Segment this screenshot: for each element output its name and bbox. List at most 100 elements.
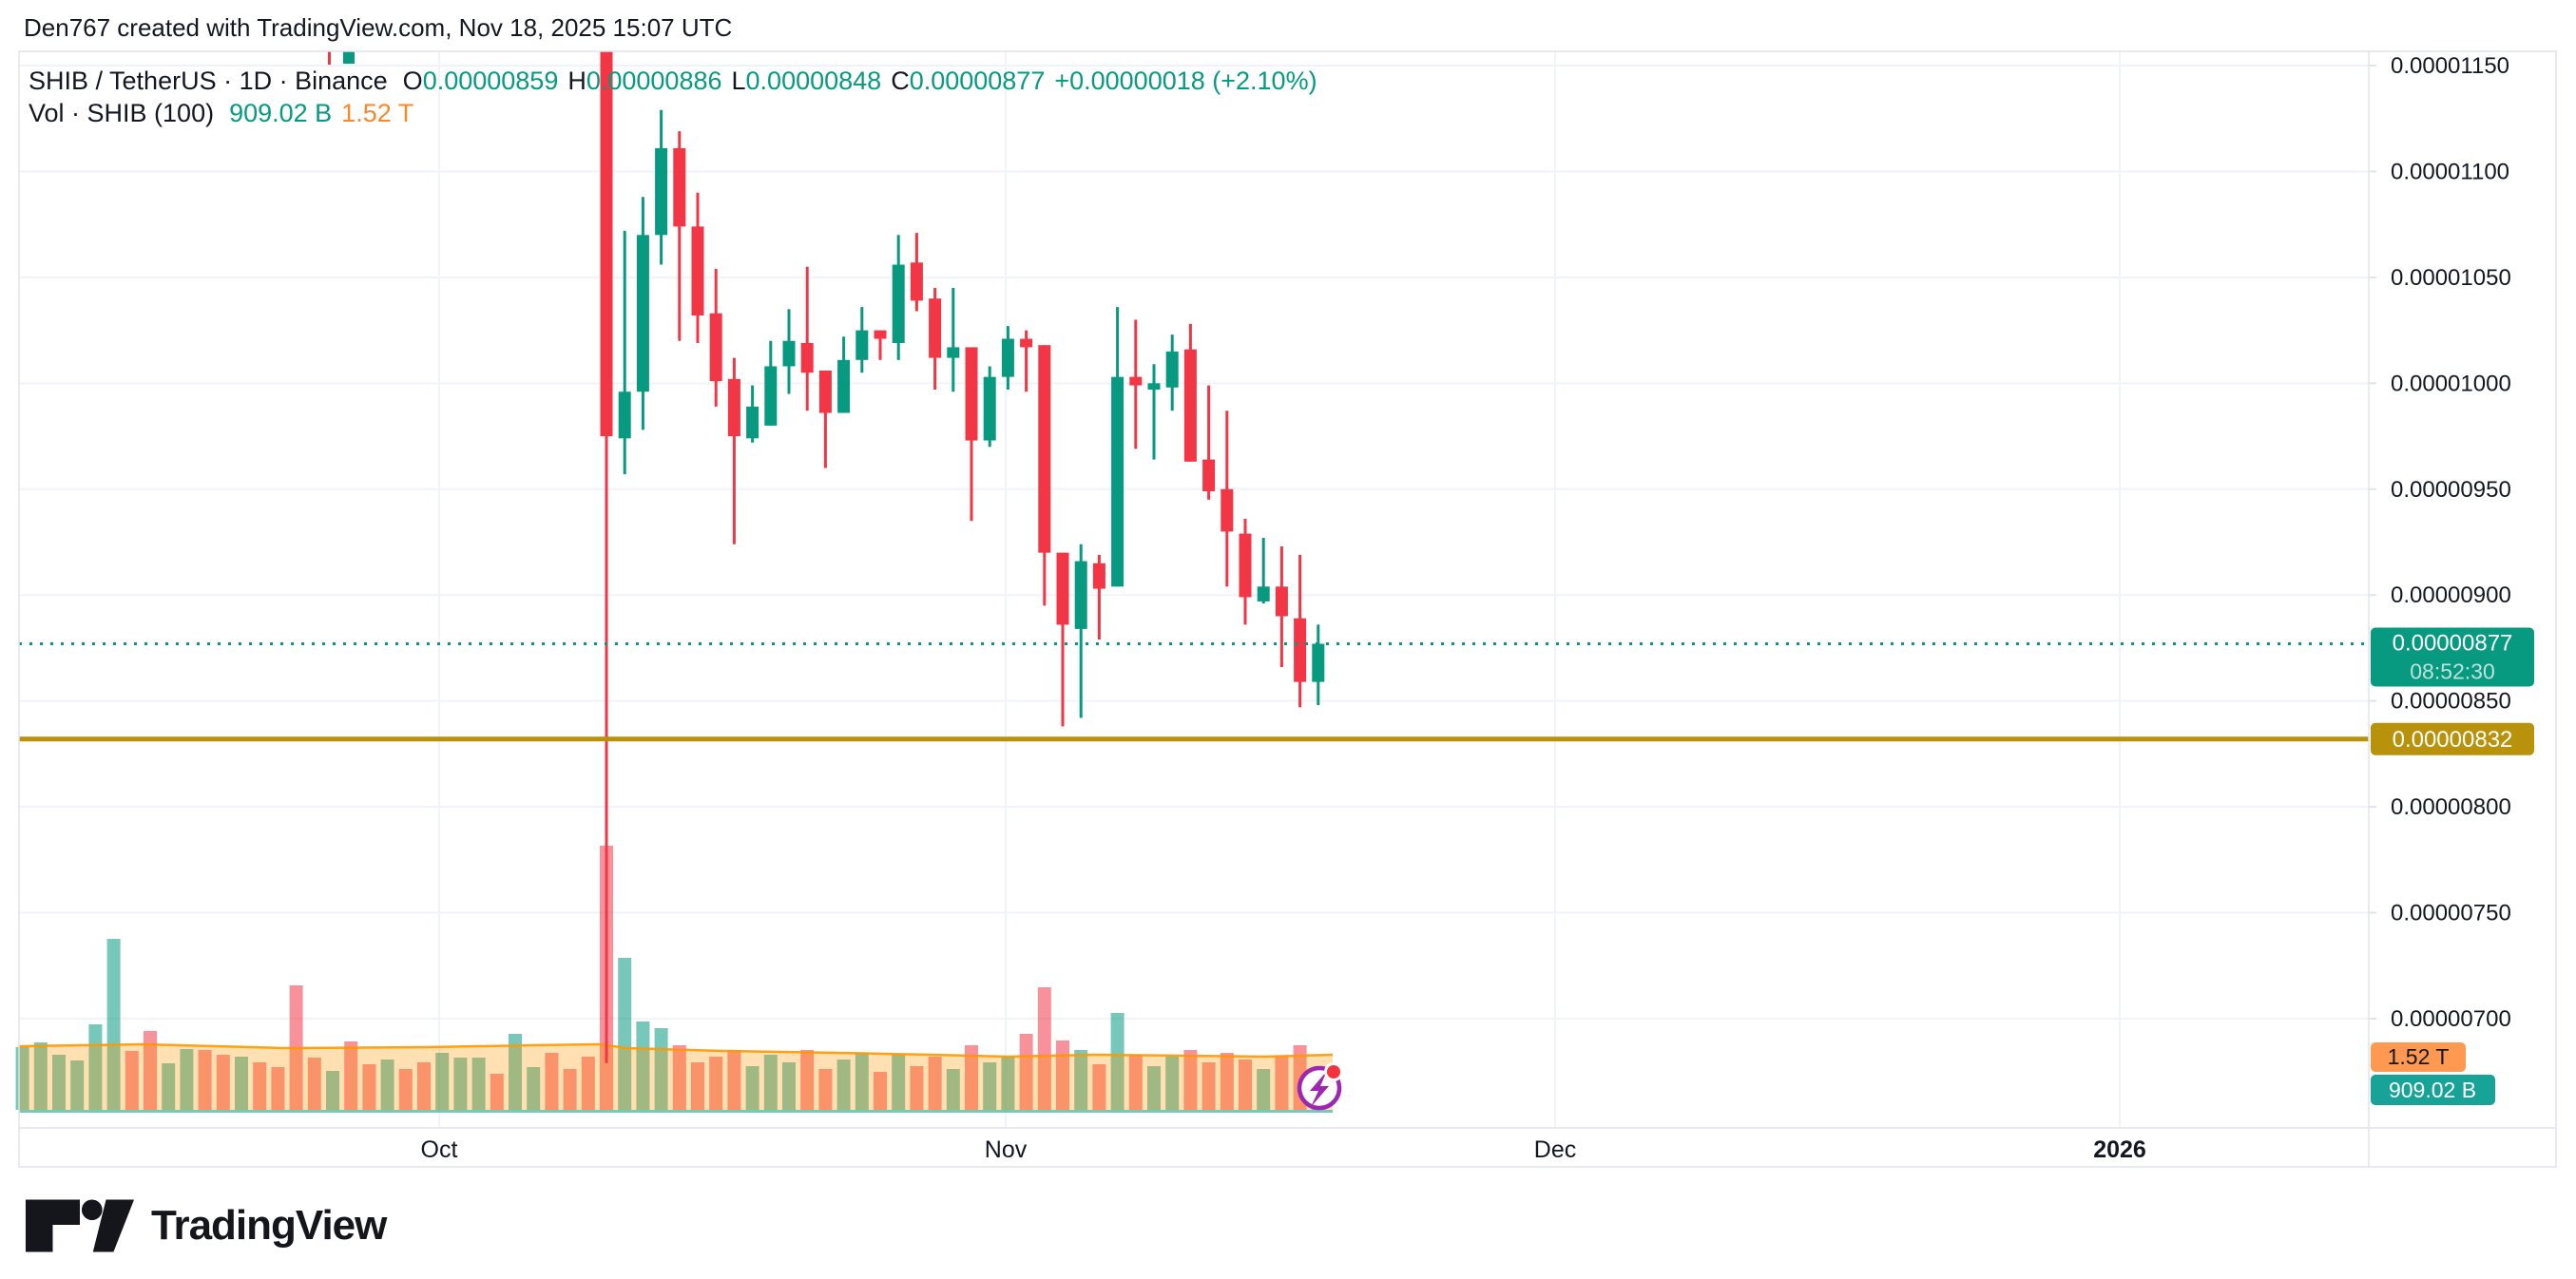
candle-body	[782, 340, 796, 367]
tradingview-logo[interactable]: TradingView	[24, 1197, 387, 1254]
price-axis-label[interactable]: 0.00001050	[2391, 265, 2511, 291]
volume-bar	[782, 1062, 796, 1110]
lightning-bolt-icon	[1310, 1071, 1329, 1107]
chart-border	[18, 50, 2557, 1168]
volume-bar	[1239, 1059, 1252, 1110]
candle-body	[655, 147, 668, 236]
volume-label[interactable]: Vol · SHIB (100)	[29, 99, 215, 127]
volume-bar	[800, 1050, 815, 1110]
candle-body	[1312, 643, 1325, 682]
volume-bar	[818, 1069, 833, 1110]
change-value: +0.00000018 (+2.10%)	[1054, 67, 1317, 95]
current-price-badge[interactable]	[2371, 627, 2534, 687]
time-axis-label[interactable]: 2026	[2093, 1136, 2146, 1163]
volume-bar	[70, 1060, 85, 1110]
candle-body	[636, 235, 649, 392]
volume-bar	[490, 1074, 504, 1110]
volume-bar	[983, 1062, 997, 1110]
price-axis-label[interactable]: 0.00000800	[2391, 794, 2511, 820]
legend-symbol-row[interactable]: SHIB / TetherUS · 1D · Binance O 0.000008…	[29, 67, 1317, 99]
price-axis-label[interactable]: 0.00000950	[2391, 477, 2511, 503]
time-axis-label[interactable]: Dec	[1534, 1136, 1576, 1163]
volume-ma-line	[18, 1042, 1334, 1059]
price-axis-label[interactable]: 0.00000850	[2391, 689, 2511, 715]
volume-bar	[1001, 1057, 1015, 1110]
offscreen-candle-stub	[343, 51, 355, 64]
candle-body	[618, 391, 631, 439]
volume-ma-badge[interactable]	[2371, 1042, 2466, 1072]
volume-baseline	[19, 1110, 1333, 1113]
candle-body	[1183, 349, 1197, 462]
current-price-badge-value: 0.00000877	[2393, 630, 2513, 656]
volume-bar	[1257, 1069, 1271, 1110]
volume-bar	[198, 1050, 212, 1110]
candle-body	[983, 376, 996, 441]
price-axis-label[interactable]: 0.00001150	[2391, 53, 2509, 79]
price-axis-label[interactable]: 0.00000700	[2391, 1006, 2511, 1032]
volume-bar	[344, 1041, 358, 1110]
open-label: O	[402, 67, 423, 95]
candle-body	[1165, 351, 1179, 388]
volume-bar	[216, 1055, 230, 1110]
volume-bar	[563, 1069, 577, 1110]
volume-bar	[1201, 1062, 1216, 1110]
volume-value-badge[interactable]	[2371, 1075, 2495, 1105]
volume-bar	[144, 1031, 157, 1110]
candle-body	[1294, 618, 1307, 682]
volume-bar	[1220, 1053, 1234, 1110]
candle-body	[727, 378, 740, 437]
candle-body	[1020, 338, 1033, 348]
volume-bar	[362, 1064, 376, 1110]
candle-body	[1202, 459, 1216, 492]
volume-bar	[691, 1062, 704, 1110]
volume-bar	[892, 1055, 906, 1110]
legend-volume-row[interactable]: Vol · SHIB (100) 909.02 B 1.52 T	[29, 99, 1317, 131]
volume-bar	[380, 1059, 394, 1110]
candle-body	[929, 298, 942, 358]
chart-legend: SHIB / TetherUS · 1D · Binance O 0.000008…	[29, 67, 1317, 131]
volume-bar	[417, 1062, 431, 1110]
volume-bar	[581, 1057, 595, 1110]
high-label: H	[567, 67, 586, 95]
time-axis-label[interactable]: Oct	[421, 1136, 458, 1163]
volume-bar	[162, 1063, 176, 1110]
candle-body	[837, 359, 851, 413]
volume-bar	[709, 1057, 723, 1110]
candle-body	[818, 370, 832, 413]
hline-price-badge-value: 0.00000832	[2393, 727, 2513, 753]
price-axis-label[interactable]: 0.00001100	[2391, 159, 2509, 184]
volume-bar	[509, 1034, 522, 1110]
volume-bar	[398, 1069, 413, 1110]
candle-body	[1111, 376, 1125, 587]
candle-body	[1074, 561, 1087, 629]
volume-bar	[52, 1055, 66, 1110]
candle-body	[1257, 586, 1270, 601]
symbol-title[interactable]: SHIB / TetherUS · 1D · Binance	[29, 67, 388, 95]
candle-body	[764, 366, 778, 426]
time-axis-label[interactable]: Nov	[985, 1136, 1028, 1163]
candle-body	[1001, 338, 1014, 377]
notification-dot	[1327, 1065, 1340, 1079]
candle-body	[910, 262, 923, 301]
candle-body	[1092, 563, 1105, 589]
candle-body	[600, 51, 613, 437]
volume-bar	[1110, 1013, 1125, 1110]
candle-body	[965, 347, 978, 441]
candle-body	[746, 406, 759, 439]
hline-price-badge[interactable]	[2371, 722, 2534, 755]
candle-body	[1275, 586, 1288, 617]
volume-ma-badge-value: 1.52 T	[2388, 1044, 2450, 1069]
volume-bar	[435, 1053, 450, 1110]
volume-bar	[855, 1053, 869, 1110]
volume-bar	[618, 958, 632, 1110]
price-axis-label[interactable]: 0.00001000	[2391, 371, 2511, 396]
volume-value: 909.02 B	[229, 99, 333, 127]
price-axis-label[interactable]: 0.00000900	[2391, 582, 2511, 608]
price-axis-label[interactable]: 0.00000750	[2391, 901, 2511, 926]
chart-attribution: Den767 created with TradingView.com, Nov…	[24, 13, 733, 42]
volume-bar	[1128, 1055, 1143, 1110]
candle-body	[1147, 383, 1161, 391]
candle-body	[855, 330, 869, 360]
volume-bar	[965, 1045, 978, 1110]
